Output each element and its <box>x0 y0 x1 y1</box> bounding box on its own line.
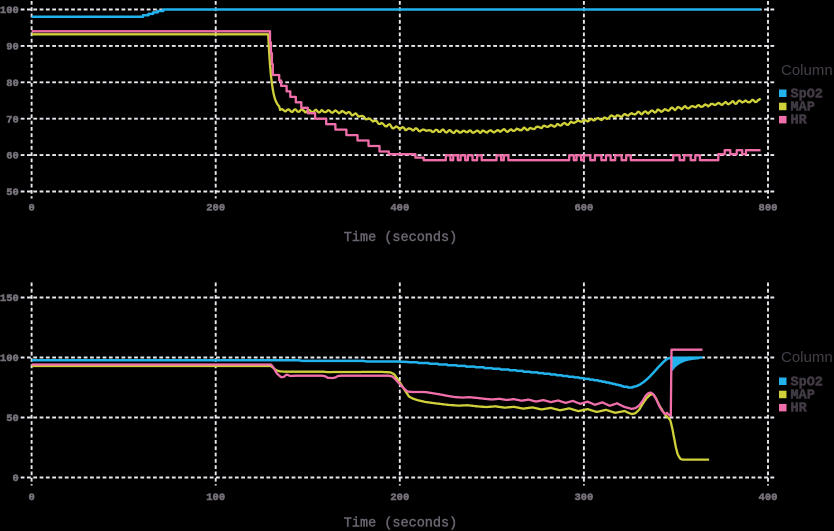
svg-text:600: 600 <box>574 203 593 215</box>
svg-text:60: 60 <box>6 151 19 163</box>
svg-text:HR: HR <box>791 402 808 417</box>
svg-text:50: 50 <box>6 187 19 199</box>
svg-text:SpO2: SpO2 <box>791 375 823 390</box>
svg-text:150: 150 <box>0 293 19 305</box>
svg-text:MAP: MAP <box>791 101 815 116</box>
svg-text:Time (seconds): Time (seconds) <box>344 517 457 531</box>
svg-text:70: 70 <box>6 114 19 126</box>
svg-text:90: 90 <box>6 42 19 54</box>
svg-text:400: 400 <box>390 203 409 215</box>
svg-text:800: 800 <box>759 203 778 215</box>
svg-text:100: 100 <box>0 353 19 365</box>
svg-text:Column: Column <box>781 62 833 79</box>
svg-text:50: 50 <box>6 413 19 425</box>
svg-text:0: 0 <box>28 492 34 504</box>
svg-text:80: 80 <box>6 78 19 90</box>
svg-text:SpO2: SpO2 <box>791 87 823 102</box>
svg-text:300: 300 <box>574 492 593 504</box>
svg-text:0: 0 <box>28 203 34 215</box>
svg-text:MAP: MAP <box>791 389 815 404</box>
svg-text:200: 200 <box>390 492 409 504</box>
svg-text:0: 0 <box>12 473 18 485</box>
svg-text:100: 100 <box>0 5 19 17</box>
svg-text:400: 400 <box>759 492 778 504</box>
svg-text:100: 100 <box>206 492 225 504</box>
svg-text:Time (seconds): Time (seconds) <box>344 231 457 246</box>
svg-text:Column: Column <box>781 349 833 366</box>
svg-text:HR: HR <box>791 114 808 129</box>
svg-text:200: 200 <box>206 203 225 215</box>
